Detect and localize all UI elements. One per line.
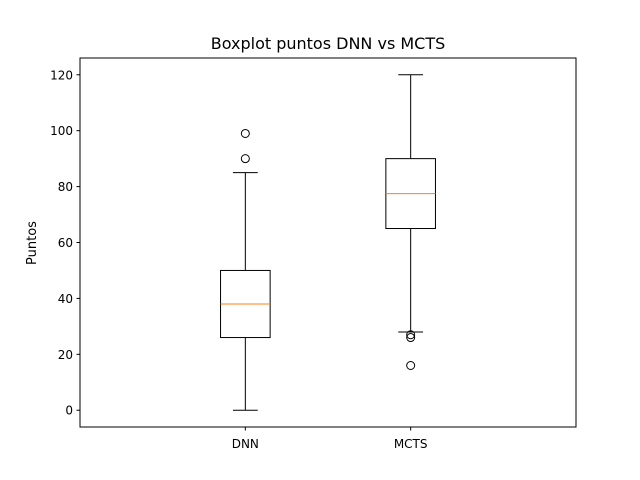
- x-tick-label: MCTS: [394, 437, 428, 451]
- y-tick-label: 40: [58, 292, 73, 306]
- outlier-point: [406, 330, 416, 340]
- box-dnn: [220, 128, 271, 411]
- y-tick-label: 80: [58, 180, 73, 194]
- box-mcts: [385, 74, 436, 370]
- y-tick-label: 20: [58, 348, 73, 362]
- axes: 0 20 40 60 80 100 120 DNN MCTS: [50, 68, 427, 451]
- plot-area: [220, 74, 436, 411]
- outlier-point: [240, 154, 250, 164]
- axes-frame: [79, 57, 577, 428]
- y-tick-label: 0: [65, 404, 73, 418]
- outlier-point: [406, 361, 416, 370]
- y-tick-label: 60: [58, 236, 73, 250]
- x-tick-label: DNN: [232, 437, 259, 451]
- y-tick-label: 120: [50, 68, 73, 82]
- y-tick-label: 100: [50, 124, 73, 138]
- y-axis-label: Puntos: [25, 221, 40, 265]
- outlier-point: [240, 128, 250, 138]
- outlier-point: [406, 333, 416, 343]
- chart-title: Boxplot puntos DNN vs MCTS: [211, 34, 446, 53]
